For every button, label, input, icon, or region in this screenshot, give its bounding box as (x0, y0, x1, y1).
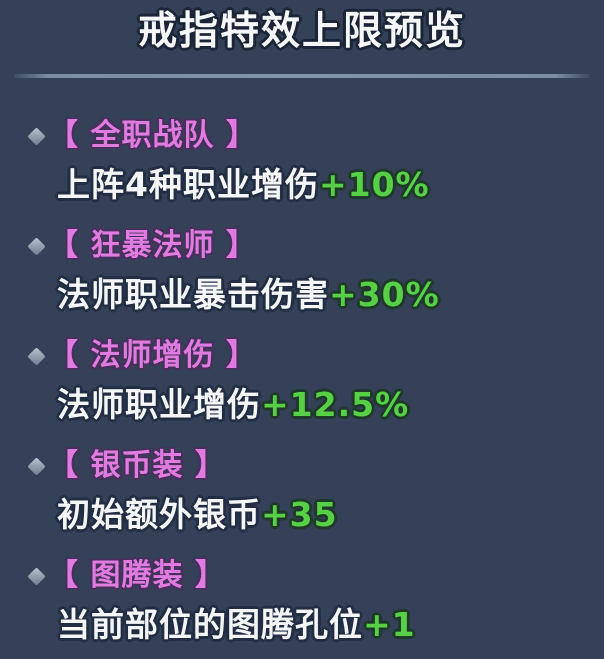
effect-description: 初始额外银币+35 (57, 494, 588, 536)
effect-item: 【 图腾装 】 当前部位的图腾孔位+1 (27, 558, 588, 646)
effect-name: 【 法师增伤 】 (48, 338, 257, 373)
effect-value: +10% (318, 165, 430, 204)
effect-value: +35 (261, 495, 338, 534)
effect-description: 当前部位的图腾孔位+1 (57, 604, 588, 646)
effect-description-text: 当前部位的图腾孔位 (57, 605, 363, 644)
effect-item: 【 全职战队 】 上阵4种职业增伤+10% (27, 118, 588, 206)
panel-title: 戒指特效上限预览 (137, 9, 466, 54)
diamond-bullet-icon (27, 456, 46, 476)
effect-description: 法师职业暴击伤害+30% (57, 274, 588, 316)
effect-item: 【 法师增伤 】 法师职业增伤+12.5% (27, 338, 588, 426)
diamond-bullet-icon (27, 346, 46, 366)
divider (14, 74, 590, 78)
effect-heading: 【 全职战队 】 (27, 118, 588, 154)
effect-description: 上阵4种职业增伤+10% (57, 164, 588, 206)
effect-item: 【 狂暴法师 】 法师职业暴击伤害+30% (27, 228, 588, 316)
effect-name: 【 全职战队 】 (48, 118, 257, 153)
effect-heading: 【 狂暴法师 】 (27, 228, 588, 264)
effect-name: 【 图腾装 】 (48, 558, 226, 593)
effect-description-text: 法师职业暴击伤害 (57, 275, 329, 314)
effect-value: +30% (329, 275, 440, 314)
effect-heading: 【 银币装 】 (27, 448, 588, 484)
effect-name: 【 银币装 】 (48, 448, 226, 483)
effect-value: +12.5% (261, 385, 410, 424)
effect-heading: 【 图腾装 】 (27, 558, 588, 594)
diamond-bullet-icon (27, 236, 46, 256)
effect-description: 法师职业增伤+12.5% (57, 384, 588, 426)
effect-item: 【 银币装 】 初始额外银币+35 (27, 448, 588, 536)
effect-name: 【 狂暴法师 】 (48, 228, 257, 263)
effect-description-text: 法师职业增伤 (57, 385, 261, 424)
effect-list: 【 全职战队 】 上阵4种职业增伤+10% 【 狂暴法师 】 法师职业暴击伤害+… (0, 118, 604, 646)
effect-description-text: 初始额外银币 (57, 495, 261, 534)
diamond-bullet-icon (27, 566, 46, 586)
effect-value: +1 (363, 605, 416, 644)
diamond-bullet-icon (27, 126, 46, 146)
effect-heading: 【 法师增伤 】 (27, 338, 588, 374)
effect-description-text: 上阵4种职业增伤 (57, 165, 319, 204)
